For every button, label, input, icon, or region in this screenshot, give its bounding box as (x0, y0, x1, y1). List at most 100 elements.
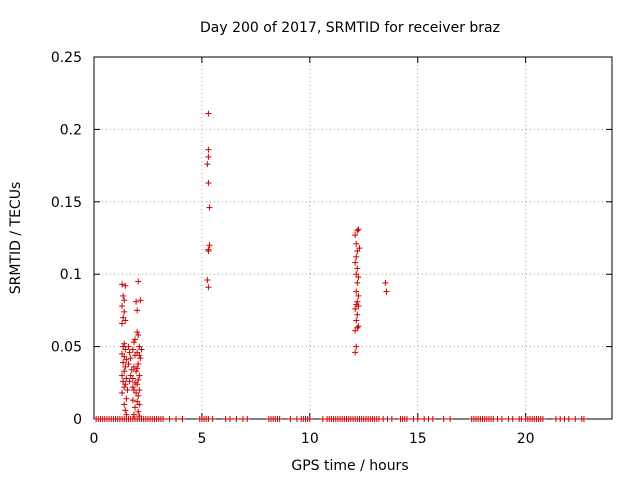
data-point (353, 253, 360, 260)
data-point (498, 416, 505, 422)
data-point (135, 376, 142, 383)
data-point (353, 240, 360, 247)
data-point (355, 274, 362, 281)
data-point (244, 416, 251, 422)
axis-ticks (93, 56, 612, 420)
data-point (204, 161, 211, 168)
data-point (129, 375, 136, 382)
data-point (134, 329, 141, 336)
data-point (119, 320, 126, 327)
data-point (135, 278, 142, 285)
data-point (136, 372, 143, 379)
data-point (121, 297, 128, 304)
data-point (206, 242, 213, 249)
y-tick-label: 0.15 (51, 195, 82, 211)
data-point (126, 349, 133, 356)
data-point (352, 305, 359, 312)
data-point (138, 346, 145, 353)
data-point (136, 401, 143, 408)
data-point (388, 416, 395, 422)
x-tick-label: 10 (301, 431, 319, 447)
y-tick-label: 0.25 (51, 50, 82, 66)
data-point (121, 384, 128, 391)
data-point (355, 292, 362, 299)
data-point (130, 339, 137, 346)
data-point (123, 375, 130, 382)
data-point (124, 387, 131, 394)
x-tick-label: 15 (409, 431, 427, 447)
data-point (122, 381, 129, 388)
data-point (135, 332, 142, 339)
data-point (119, 303, 126, 310)
data-point (122, 317, 129, 324)
data-point (383, 288, 390, 295)
data-point (414, 416, 421, 422)
data-point (119, 372, 126, 379)
data-point (122, 282, 129, 289)
data-point (353, 317, 360, 324)
data-point (121, 401, 128, 408)
x-tick-labels: 0 5 10 15 20 (90, 431, 535, 447)
chart-title: Day 200 of 2017, SRMTID for receiver bra… (200, 20, 500, 36)
data-point (135, 408, 142, 415)
data-point (382, 279, 389, 286)
data-point (403, 416, 410, 422)
data-point (122, 346, 129, 353)
data-point (120, 292, 127, 299)
data-point (352, 327, 359, 334)
data-point (205, 284, 212, 291)
data-point (129, 384, 136, 391)
data-point (352, 259, 359, 266)
data-point (123, 395, 130, 402)
data-point (123, 356, 130, 363)
x-tick-label: 20 (517, 431, 535, 447)
data-point (353, 288, 360, 295)
data-point (226, 416, 233, 422)
data-point (129, 346, 136, 353)
data-point (121, 308, 128, 315)
data-point (354, 227, 361, 234)
data-point (205, 179, 212, 186)
data-point (509, 416, 516, 422)
data-point (205, 248, 212, 255)
data-point (134, 381, 141, 388)
data-point (353, 343, 360, 350)
data-point (130, 411, 137, 418)
data-point (179, 416, 186, 422)
data-point (137, 297, 144, 304)
data-point (205, 153, 212, 160)
data-point (209, 416, 216, 422)
grid-lines (94, 57, 612, 419)
x-axis-label: GPS time / hours (291, 458, 408, 474)
data-point (173, 416, 180, 422)
data-point (205, 110, 212, 117)
data-point (136, 387, 143, 394)
data-point (134, 365, 141, 372)
data-point (206, 204, 213, 211)
data-point (166, 416, 173, 422)
data-point (352, 232, 359, 239)
data-point (306, 416, 313, 422)
data-point (132, 404, 139, 411)
data-point (121, 340, 128, 347)
data-point (429, 416, 436, 422)
y-tick-label: 0 (73, 412, 82, 428)
data-point (440, 416, 447, 422)
data-point (354, 279, 361, 286)
data-point (132, 336, 139, 343)
data-point (121, 368, 128, 375)
data-point (354, 265, 361, 272)
data-points (93, 110, 587, 422)
data-point (133, 368, 140, 375)
data-point (125, 360, 132, 367)
data-point (134, 307, 141, 314)
data-point (572, 416, 579, 422)
data-point (355, 226, 362, 233)
data-point (233, 416, 240, 422)
data-point (122, 363, 129, 370)
data-point (129, 397, 136, 404)
data-point (135, 360, 142, 367)
y-tick-label: 0.1 (60, 267, 82, 283)
y-tick-label: 0.2 (60, 122, 82, 138)
data-point (204, 276, 211, 283)
